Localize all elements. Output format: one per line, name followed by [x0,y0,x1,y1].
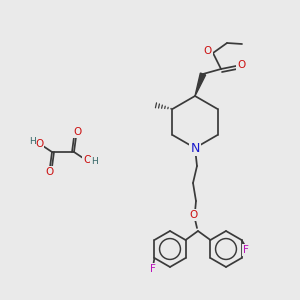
Text: O: O [45,167,53,177]
Text: F: F [151,264,156,274]
Text: N: N [190,142,200,154]
Text: O: O [83,155,91,165]
Text: H: H [91,158,98,166]
Polygon shape [195,73,206,96]
Text: O: O [190,210,198,220]
Text: O: O [35,139,43,149]
Text: O: O [73,127,81,137]
Text: O: O [204,46,212,56]
Text: O: O [237,60,245,70]
Text: F: F [243,245,248,255]
Text: H: H [28,137,35,146]
